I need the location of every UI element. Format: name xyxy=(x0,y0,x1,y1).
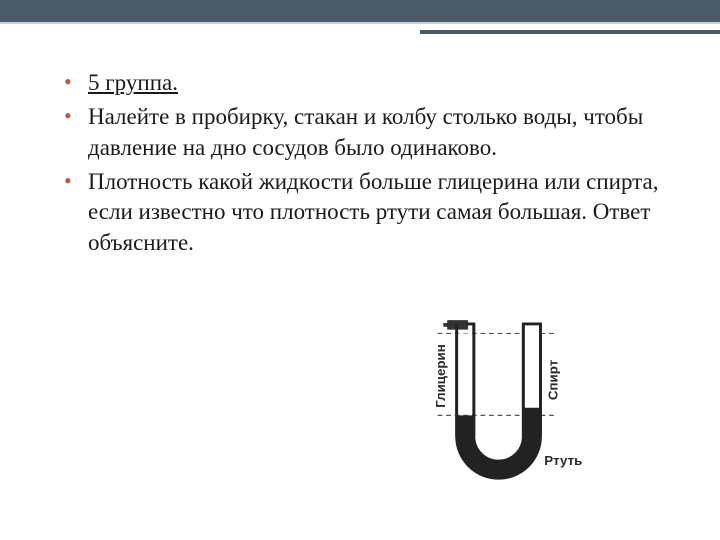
slide-content: 5 группа. Налейте в пробирку, стакан и к… xyxy=(0,24,720,258)
bullet-list: 5 группа. Налейте в пробирку, стакан и к… xyxy=(64,68,680,258)
u-tube-diagram: Глицерин Спирт Ртуть xyxy=(390,308,590,498)
bullet-item-heading: 5 группа. xyxy=(64,68,680,98)
spirit-column xyxy=(525,324,539,406)
label-glycerin: Глицерин xyxy=(433,344,448,408)
left-cap-stem xyxy=(443,323,449,327)
label-mercury: Ртуть xyxy=(544,453,582,468)
slide-top-bar xyxy=(0,0,720,22)
bullet-item-task2: Плотность какой жидкости больше глицерин… xyxy=(64,167,680,258)
label-spirit: Спирт xyxy=(546,359,561,400)
glycerin-column xyxy=(458,333,472,413)
u-tube-svg: Глицерин Спирт Ртуть xyxy=(390,308,590,498)
bullet-item-task1: Налейте в пробирку, стакан и колбу столь… xyxy=(64,102,680,163)
group-title: 5 группа. xyxy=(88,70,178,95)
